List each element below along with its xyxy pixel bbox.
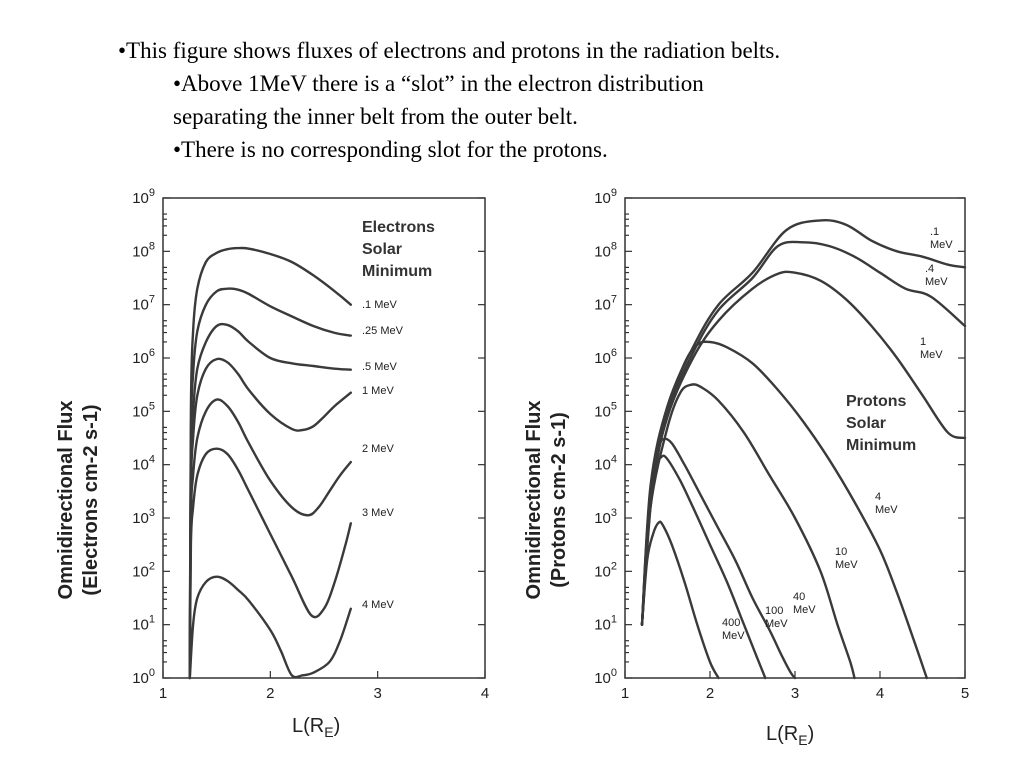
electron-annotation-line3: Minimum <box>362 263 432 280</box>
electron-plot-frame <box>162 197 486 679</box>
electron-ytick-label: 102 <box>132 560 155 580</box>
electron-curve-label: .25 MeV <box>362 325 404 337</box>
electron-curve-label: 2 MeV <box>362 443 394 455</box>
electron-ytick-label: 105 <box>132 400 155 420</box>
proton-ylabel-line2: (Protons cm-2 s-1) <box>548 412 570 588</box>
proton-curve-0 <box>640 218 967 626</box>
proton-ytick-label: 104 <box>594 454 617 474</box>
proton-ytick-label: 105 <box>594 400 617 420</box>
proton-curve-label: 10 MeV <box>835 546 858 571</box>
proton-curves <box>640 218 967 680</box>
electron-curve-labels: .1 MeV .25 MeV .5 MeV 1 MeV 2 MeV 3 MeV 4 MeV <box>362 299 404 611</box>
bullet-1: •This figure shows fluxes of electrons a… <box>118 38 781 63</box>
bullet-2-cont: separating the inner belt from the outer… <box>173 104 578 129</box>
proton-curve-6 <box>640 454 767 680</box>
electron-curves <box>188 246 352 680</box>
electron-ytick-label: 103 <box>132 507 155 527</box>
proton-curve-label: 4 MeV <box>875 491 898 516</box>
electron-ytick-label: 106 <box>132 347 155 367</box>
proton-ytick-label: 102 <box>594 560 617 580</box>
proton-xtick-label: 1 <box>621 685 629 702</box>
electron-ytick-label: 100 <box>132 667 155 687</box>
proton-curve-label: .4 MeV <box>925 263 948 288</box>
electron-ylabel-line2: (Electrons cm-2 s-1) <box>80 404 102 595</box>
bullet-2: •Above 1MeV there is a “slot” in the ele… <box>173 71 704 96</box>
electron-ylabel-line1: Omnidirectional Flux <box>55 401 77 600</box>
electron-curve-2 <box>188 322 352 680</box>
proton-xtick-label: 3 <box>791 685 799 702</box>
electron-flux-chart: Omnidirectional Flux (Electrons cm-2 s-1… <box>55 187 489 740</box>
electron-curve-label: 1 MeV <box>362 385 394 397</box>
proton-curve-3 <box>640 340 928 680</box>
electron-curve-6 <box>188 575 352 680</box>
proton-curve-label: 40 MeV <box>793 591 816 616</box>
electron-curve-label: .5 MeV <box>362 361 398 373</box>
electron-ytick-label: 108 <box>132 240 155 260</box>
proton-annotation: Protons Solar Minimum <box>846 393 916 454</box>
electron-xlabel: L(RE) <box>292 715 340 740</box>
proton-y-ticks: 100 101 102 103 104 105 106 107 108 109 <box>594 187 965 687</box>
electron-curve-1 <box>188 287 352 680</box>
proton-xtick-label: 5 <box>961 685 969 702</box>
electron-curve-0 <box>188 246 352 680</box>
proton-x-ticks: 1 2 3 4 5 <box>621 671 969 702</box>
electron-ytick-label: 104 <box>132 454 155 474</box>
proton-curve-label: 100 MeV <box>765 605 788 630</box>
bullet-list: •This figure shows fluxes of electrons a… <box>118 34 998 166</box>
proton-curve-label: 1 MeV <box>920 336 943 361</box>
proton-ytick-label: 103 <box>594 507 617 527</box>
electron-curve-4 <box>188 398 352 680</box>
electron-curve-label: .1 MeV <box>362 299 398 311</box>
proton-xtick-label: 2 <box>706 685 714 702</box>
proton-ytick-label: 109 <box>594 187 617 207</box>
proton-ytick-label: 107 <box>594 294 617 314</box>
proton-flux-chart: Omnidirectional Flux (Protons cm-2 s-1) … <box>523 187 969 748</box>
electron-xtick-label: 1 <box>159 685 167 702</box>
electron-xtick-label: 2 <box>266 685 274 702</box>
proton-curve-5 <box>640 437 797 680</box>
proton-curve-2 <box>640 270 967 626</box>
proton-annotation-line3: Minimum <box>846 437 916 454</box>
proton-curve-label: 400 MeV <box>722 617 745 642</box>
proton-annotation-line2: Solar <box>846 415 886 432</box>
electron-ytick-label: 107 <box>132 294 155 314</box>
electron-x-ticks: 1 2 3 4 <box>159 671 489 702</box>
proton-ytick-label: 108 <box>594 240 617 260</box>
electron-annotation-line2: Solar <box>362 241 402 258</box>
proton-curve-4 <box>640 383 856 680</box>
proton-ytick-label: 101 <box>594 614 617 634</box>
proton-ytick-label: 106 <box>594 347 617 367</box>
electron-annotation: Electrons Solar Minimum <box>362 219 435 280</box>
proton-ylabel-line1: Omnidirectional Flux <box>523 401 545 600</box>
bullet-3: •There is no corresponding slot for the … <box>173 137 608 162</box>
proton-curve-1 <box>640 240 967 626</box>
proton-ytick-label: 100 <box>594 667 617 687</box>
electron-xtick-label: 4 <box>481 685 489 702</box>
electron-ytick-label: 109 <box>132 187 155 207</box>
proton-annotation-line1: Protons <box>846 393 907 410</box>
electron-xtick-label: 3 <box>373 685 381 702</box>
proton-curve-7 <box>640 520 720 680</box>
electron-annotation-line1: Electrons <box>362 219 435 236</box>
electron-curve-label: 3 MeV <box>362 507 394 519</box>
proton-xlabel: L(RE) <box>766 723 814 748</box>
electron-ytick-label: 101 <box>132 614 155 634</box>
electron-curve-3 <box>188 357 352 680</box>
electron-curve-label: 4 MeV <box>362 599 394 611</box>
electron-y-ticks: 100 101 102 103 104 105 106 107 108 109 <box>132 187 485 687</box>
electron-curve-5 <box>188 447 352 680</box>
proton-curve-label: .1 MeV <box>930 226 953 251</box>
proton-xtick-label: 4 <box>876 685 884 702</box>
